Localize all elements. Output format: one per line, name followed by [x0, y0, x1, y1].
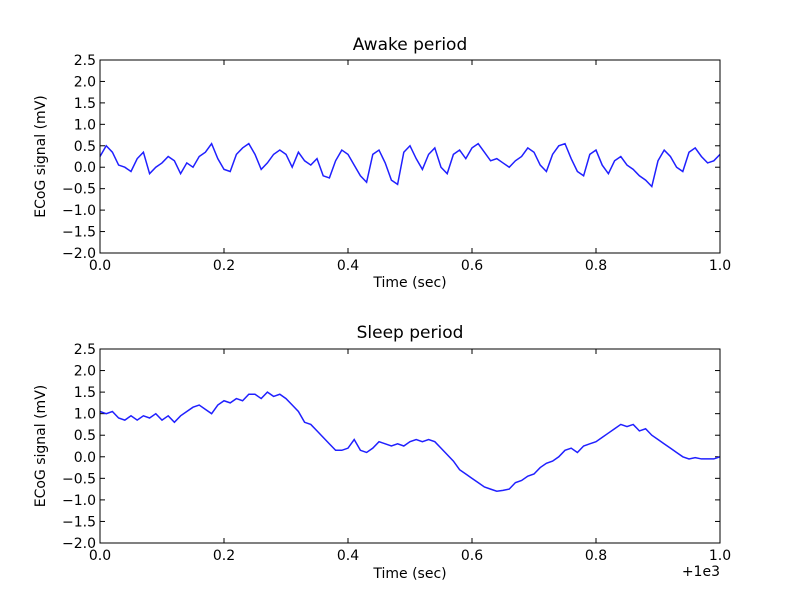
sleep-y-tick-label: 2.0 — [74, 364, 96, 380]
sleep-y-tick-label: 0.0 — [74, 450, 96, 466]
sleep-y-tick-label: −2.0 — [62, 536, 96, 552]
awake-y-ticks: 2.5 2.0 1.5 1.0 0.5 0.0 −0.5 −1.0 −1.5 −2.0 — [62, 53, 720, 262]
sleep-y-tick-label: 1.5 — [74, 385, 96, 401]
awake-x-tick-label: 0.8 — [585, 258, 607, 274]
sleep-y-tick-label: −0.5 — [62, 471, 96, 487]
sleep-x-tick-label: 0.2 — [213, 548, 235, 564]
awake-y-tick-label: 2.0 — [74, 74, 96, 90]
sleep-y-tick-label: 0.5 — [74, 428, 96, 444]
sleep-y-axis-label: ECoG signal (mV) — [33, 385, 49, 508]
awake-chart: Awake period 0.0 0.2 0.4 0.6 0.8 1.0 2.5 2.0 1.… — [33, 35, 731, 291]
sleep-y-tick-label: 2.5 — [74, 342, 96, 358]
awake-chart-title: Awake period — [353, 35, 468, 55]
awake-y-axis-label: ECoG signal (mV) — [33, 95, 49, 218]
awake-x-tick-label: 0.0 — [89, 258, 111, 274]
sleep-y-tick-label: −1.5 — [62, 514, 96, 530]
awake-y-tick-label: 1.5 — [74, 96, 96, 112]
awake-x-tick-label: 1.0 — [709, 258, 731, 274]
sleep-plot-area — [100, 349, 720, 543]
sleep-x-tick-label: 0.8 — [585, 548, 607, 564]
sleep-signal-line — [99, 391, 721, 493]
sleep-x-tick-label: 0.4 — [337, 548, 359, 564]
awake-y-tick-label: 2.5 — [74, 53, 96, 69]
awake-plot-area — [100, 60, 720, 253]
sleep-x-tick-label: 0.0 — [89, 548, 111, 564]
awake-y-tick-label: 1.0 — [74, 117, 96, 133]
sleep-chart-title: Sleep period — [357, 323, 464, 343]
awake-x-tick-label: 0.4 — [337, 258, 359, 274]
awake-signal-line — [99, 142, 721, 189]
sleep-x-tick-label: 1.0 — [709, 548, 731, 564]
sleep-x-ticks: 0.0 0.2 0.4 0.6 0.8 1.0 — [89, 349, 731, 564]
awake-x-tick-label: 0.2 — [213, 258, 235, 274]
awake-y-tick-label: −1.0 — [62, 203, 96, 219]
awake-axes-frame — [99, 59, 721, 254]
awake-y-tick-label: −1.5 — [62, 225, 96, 241]
awake-y-tick-label: −0.5 — [62, 182, 96, 198]
sleep-y-tick-label: −1.0 — [62, 493, 96, 509]
awake-x-tick-label: 0.6 — [461, 258, 483, 274]
sleep-x-offset-text: +1e3 — [682, 564, 720, 580]
sleep-x-axis-label: Time (sec) — [372, 566, 446, 582]
sleep-axes-frame — [99, 348, 721, 544]
awake-y-tick-label: 0.5 — [74, 139, 96, 155]
awake-y-tick-label: 0.0 — [74, 160, 96, 176]
sleep-y-tick-label: 1.0 — [74, 407, 96, 423]
sleep-x-tick-label: 0.6 — [461, 548, 483, 564]
awake-y-tick-label: −2.0 — [62, 246, 96, 262]
awake-x-axis-label: Time (sec) — [372, 275, 446, 291]
sleep-chart: Sleep period 0.0 0.2 0.4 0.6 0.8 1.0 2.5 2.0 1.… — [33, 323, 731, 582]
